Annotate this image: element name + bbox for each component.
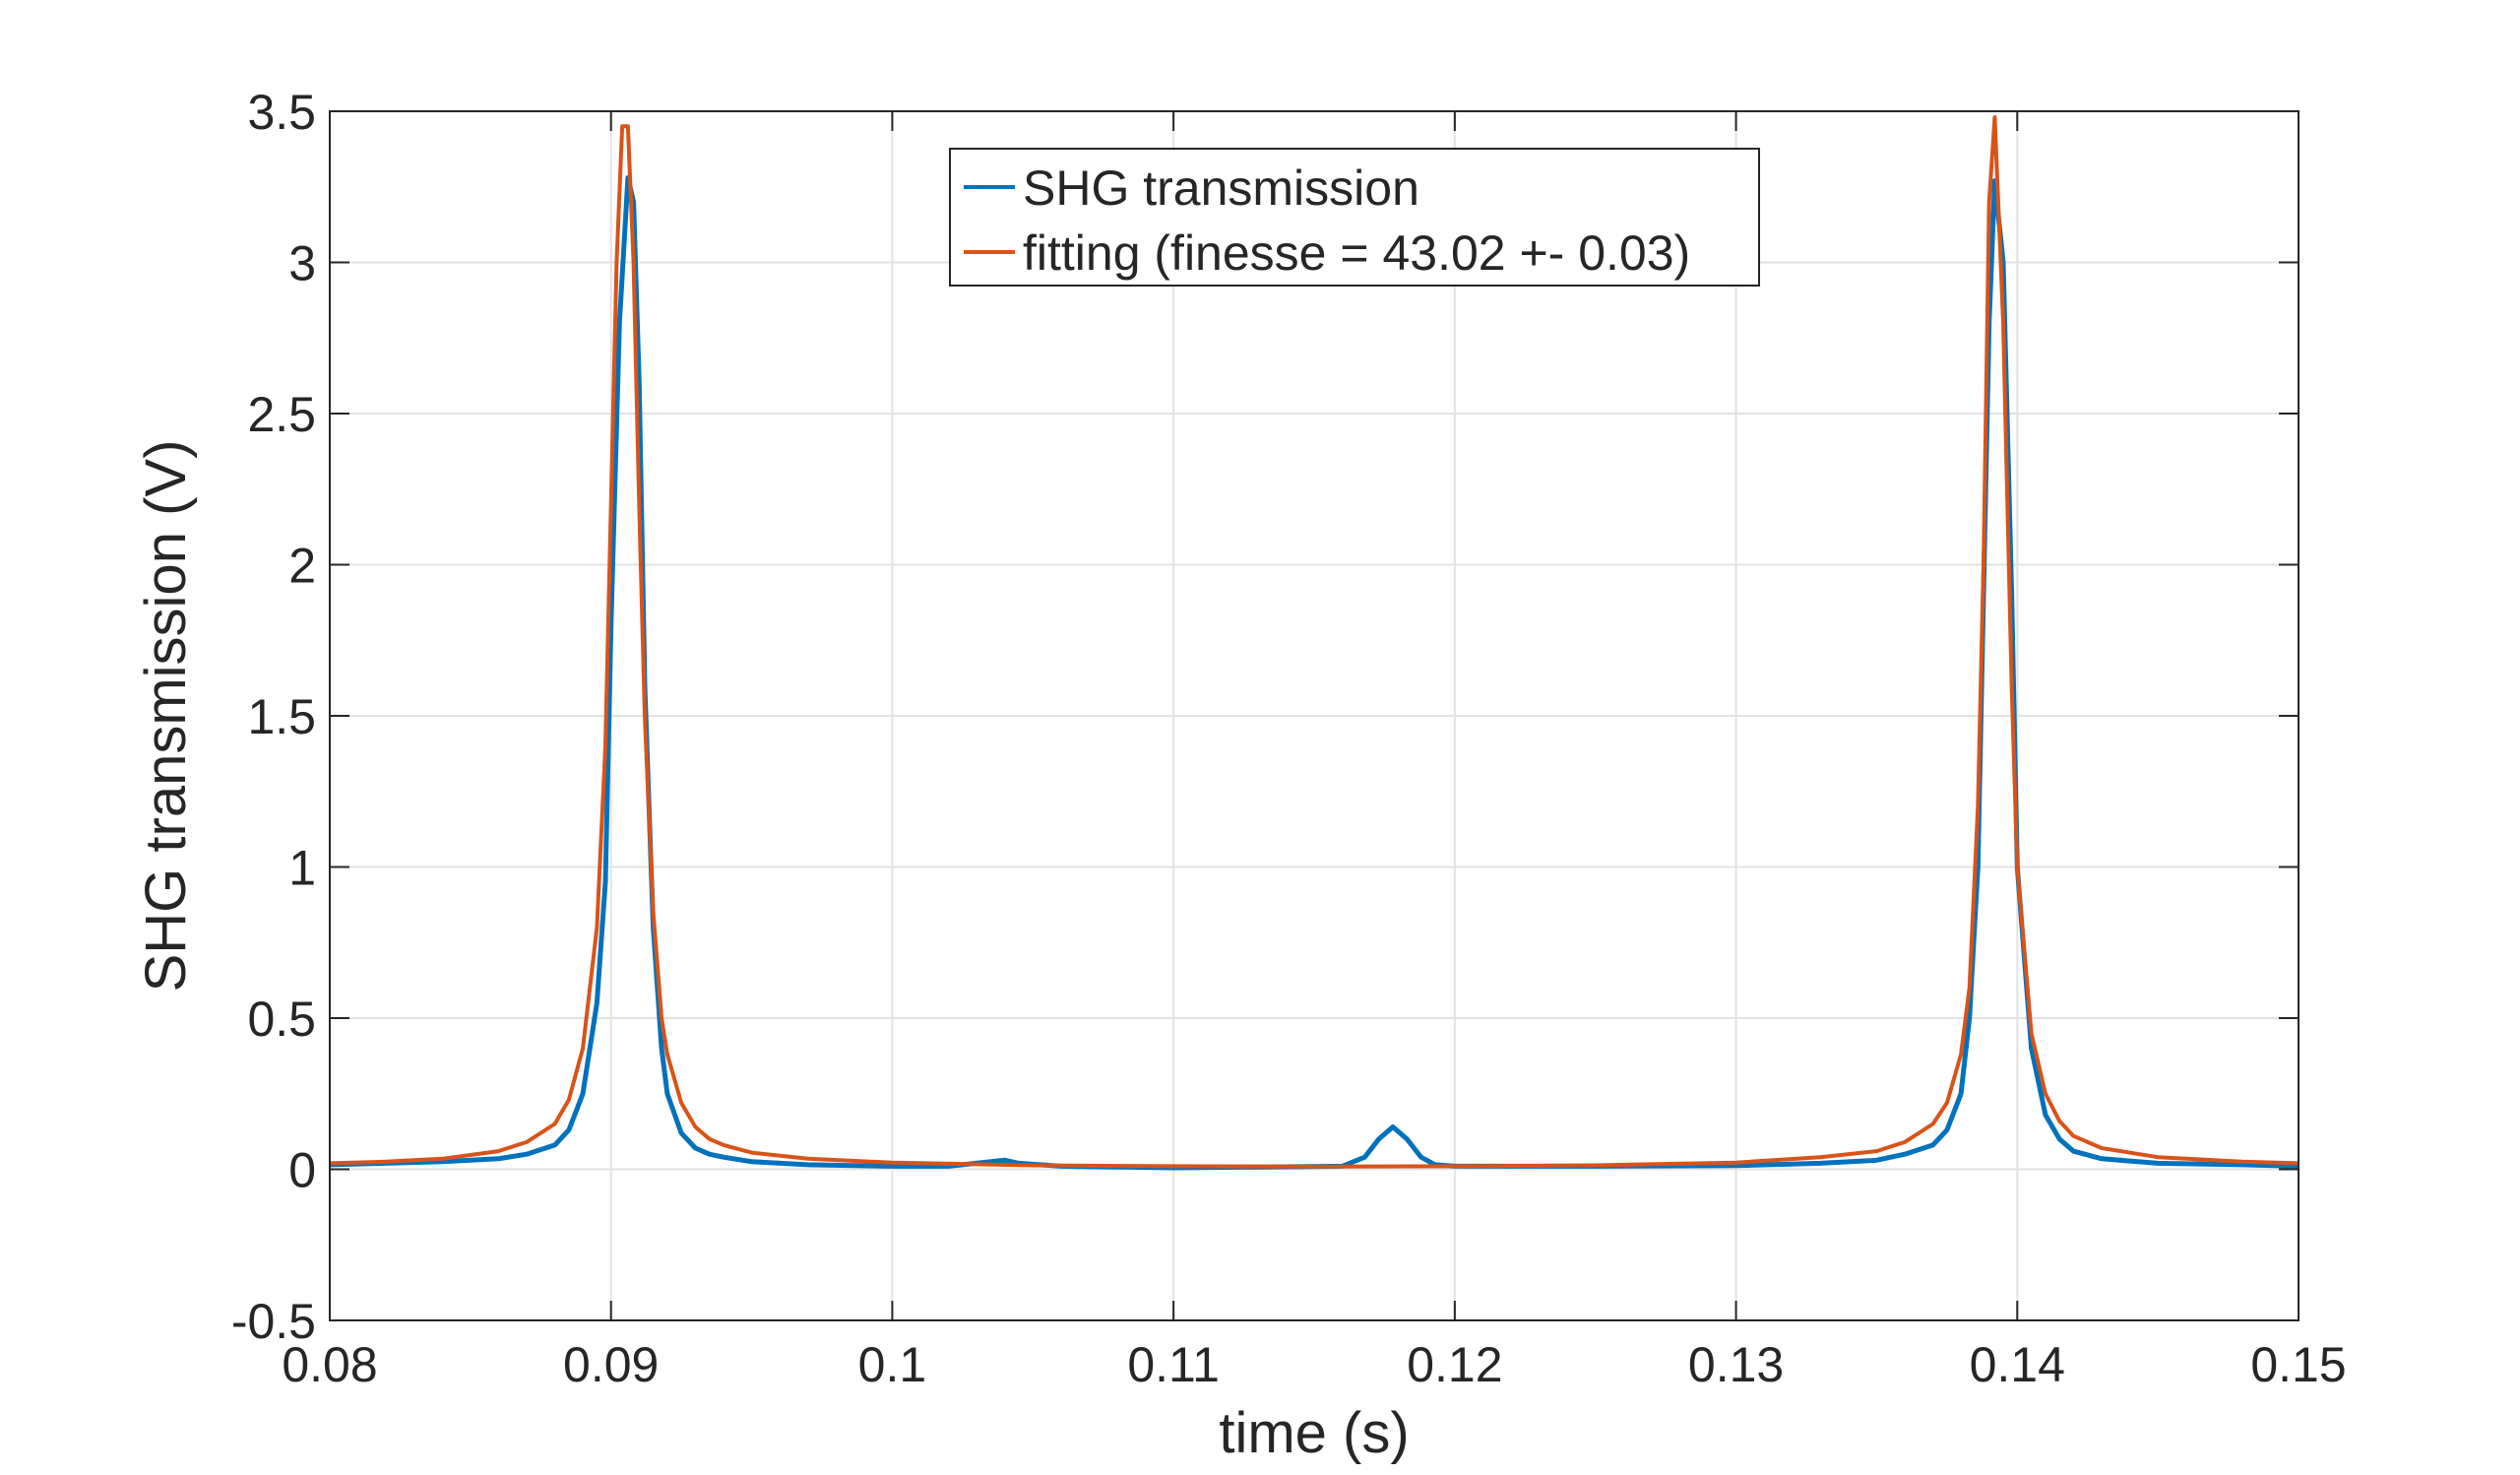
series-lines	[329, 115, 2300, 1171]
tick-marks	[329, 110, 2300, 1321]
y-tick-label: 1	[288, 841, 316, 896]
x-tick-label: 0.1	[858, 1337, 927, 1392]
legend-label-shg-transmission: SHG transmission	[1023, 160, 1419, 216]
x-tick-labels: 0.08 0.09 0.1 0.11 0.12 0.13 0.14 0.15	[282, 1337, 2346, 1392]
y-tick-label: 1.5	[247, 689, 316, 744]
x-tick-label: 0.14	[1970, 1337, 2065, 1392]
y-tick-labels: -0.5 0 0.5 1 1.5 2 2.5 3 3.5	[231, 85, 316, 1349]
y-tick-label: -0.5	[231, 1294, 316, 1349]
x-tick-label: 0.09	[563, 1337, 659, 1392]
x-tick-label: 0.12	[1407, 1337, 1502, 1392]
y-tick-label: 0	[288, 1143, 316, 1198]
x-tick-label: 0.15	[2250, 1337, 2346, 1392]
y-axis-title: SHG transmission (V)	[134, 440, 198, 993]
y-tick-label: 2	[288, 539, 316, 594]
x-tick-label: 0.08	[282, 1337, 377, 1392]
y-tick-label: 0.5	[247, 992, 316, 1047]
legend-label-fitting: fitting (finesse = 43.02 +- 0.03)	[1023, 225, 1690, 281]
legend[interactable]: SHG transmission fitting (finesse = 43.0…	[949, 148, 1760, 287]
x-tick-label: 0.13	[1688, 1337, 1784, 1392]
series-line-fitting	[329, 115, 2300, 1169]
x-tick-label: 0.11	[1127, 1337, 1220, 1392]
legend-box	[949, 148, 1760, 287]
y-tick-label: 3	[288, 236, 316, 291]
y-tick-label: 3.5	[247, 85, 316, 140]
x-axis-title: time (s)	[1219, 1401, 1409, 1465]
y-tick-label: 2.5	[247, 387, 316, 442]
